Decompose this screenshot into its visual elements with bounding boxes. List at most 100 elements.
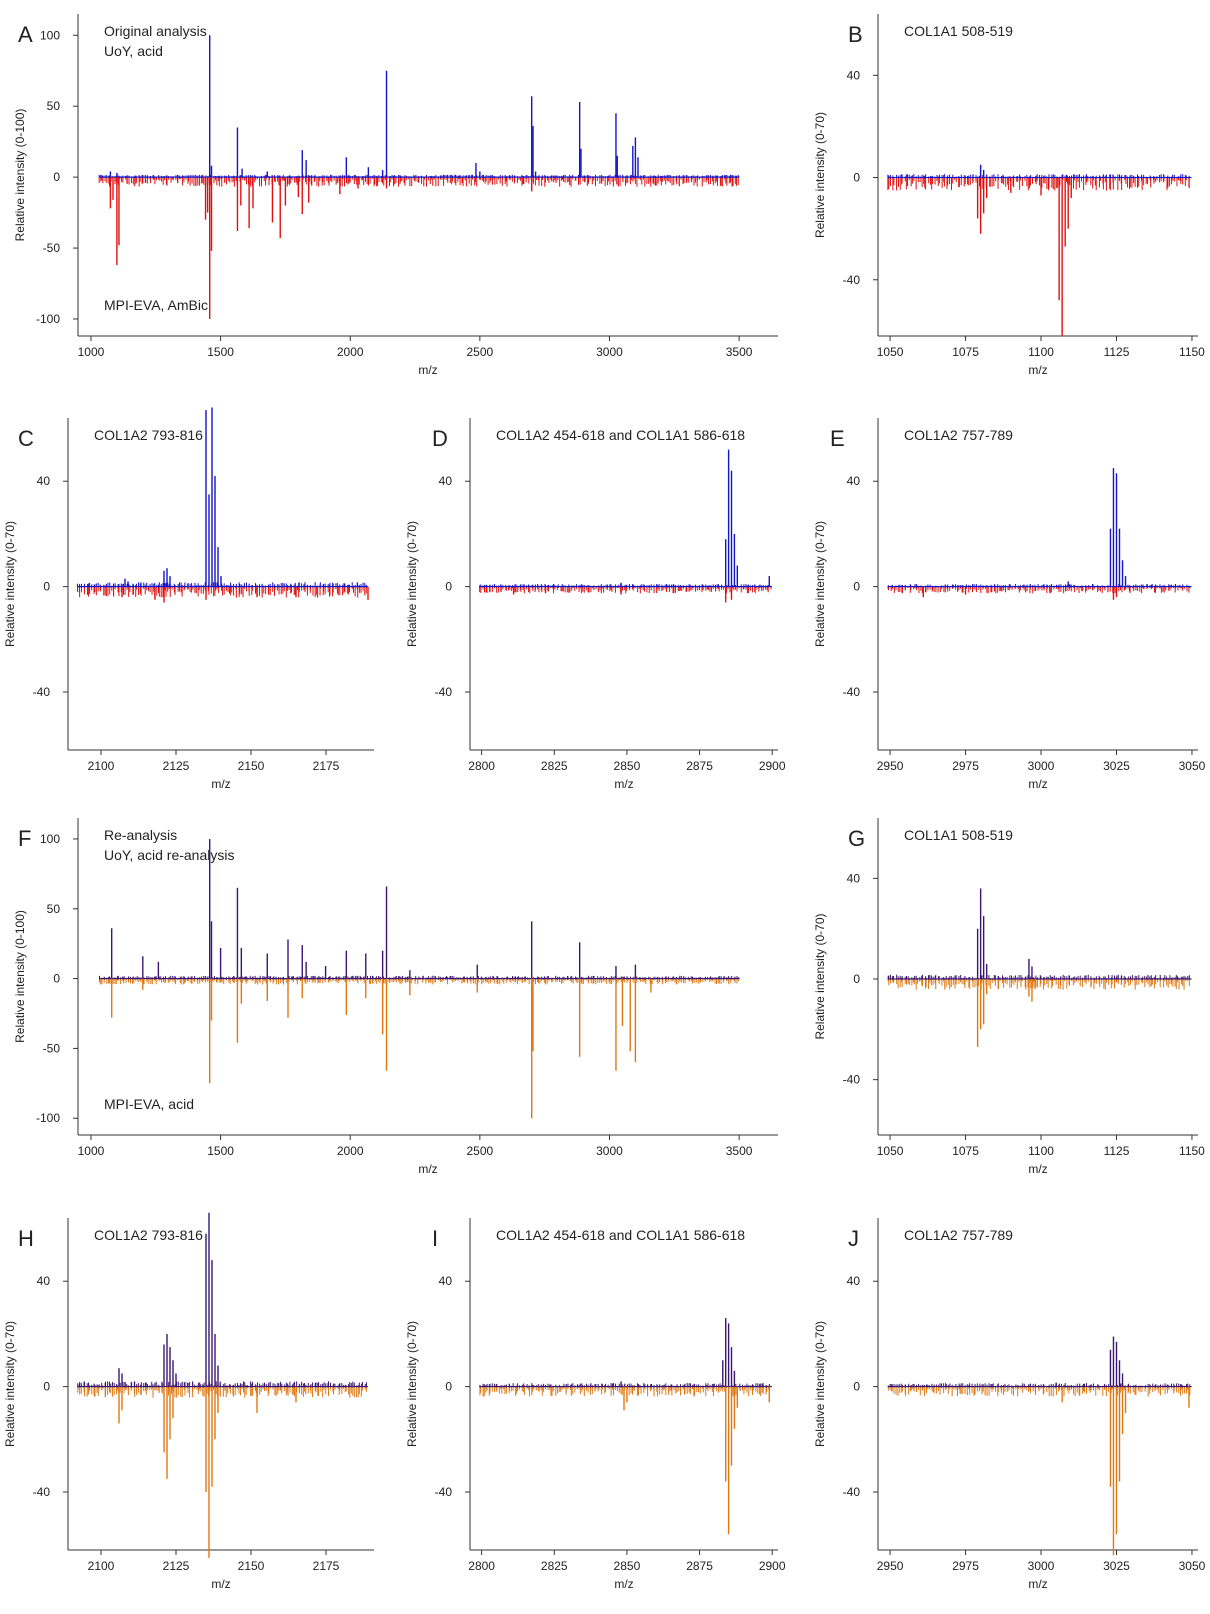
y-tick-label: 40 [37, 474, 51, 488]
x-tick-label: 3500 [726, 1144, 753, 1158]
series-lower [623, 1386, 770, 1535]
x-tick-label: 3025 [1103, 1559, 1130, 1573]
series-upper [620, 449, 770, 587]
panel-annotation: COL1A2 454-618 and COL1A1 586-618 [496, 427, 745, 443]
y-tick-label: 0 [853, 580, 860, 594]
x-tick-label: 2875 [686, 759, 713, 773]
x-tick-label: 3000 [596, 345, 623, 359]
baseline-noise-lower [98, 177, 739, 187]
series-lower [111, 978, 652, 1119]
x-tick-label: 3050 [1179, 759, 1206, 773]
x-tick-label: 1000 [78, 1144, 105, 1158]
baseline-noise-lower [887, 1386, 1191, 1397]
series-upper [118, 1212, 219, 1387]
x-axis-label: m/z [418, 1162, 437, 1176]
x-tick-label: 1125 [1104, 1144, 1130, 1158]
panel-letter: C [18, 426, 34, 451]
panel-annotation: COL1A2 793-816 [94, 1227, 203, 1243]
x-tick-label: 2000 [337, 1144, 364, 1158]
panel-annotation: UoY, acid [104, 43, 163, 59]
x-tick-label: 1075 [952, 1144, 979, 1158]
panel-C: 2100 2125 2150 2175 -40 0 40 m/z Relative intens… [3, 407, 374, 791]
panel-letter: G [848, 826, 865, 851]
x-tick-label: 2000 [337, 345, 364, 359]
y-tick-label: 40 [37, 1274, 51, 1288]
series-lower [922, 586, 1118, 600]
panel-D: 2800 2825 2850 2875 2900 -40 0 40 m/z Relative in… [405, 418, 786, 791]
panel-G: 1050 1075 1100 1125 1150 -40 0 40 m/z Relative in… [813, 818, 1205, 1176]
panel-E: 2950 2975 3000 3025 3050 -40 0 40 m/z Relative in… [813, 418, 1206, 791]
x-axis-label: m/z [1028, 777, 1047, 791]
baseline-noise-lower [887, 177, 1190, 191]
x-tick-label: 2825 [541, 759, 568, 773]
x-tick-label: 2500 [467, 345, 494, 359]
x-tick-label: 1100 [1028, 345, 1054, 359]
series-upper [979, 164, 985, 178]
y-tick-label: -40 [33, 685, 51, 699]
y-axis-label: Relative intensity (0-70) [813, 1321, 827, 1447]
x-tick-label: 2175 [313, 1559, 340, 1573]
x-axis-label: m/z [1028, 1162, 1047, 1176]
panel-I: 2800 2825 2850 2875 2900 -40 0 40 m/z Relative in… [405, 1218, 786, 1591]
y-axis-label: Relative intensity (0-70) [813, 521, 827, 647]
x-axis-label: m/z [211, 777, 230, 791]
series-upper [620, 1318, 736, 1387]
x-tick-label: 1000 [78, 345, 105, 359]
y-tick-label: 40 [847, 474, 861, 488]
y-axis-label: Relative intensity (0-70) [405, 521, 419, 647]
x-axis-label: m/z [418, 363, 437, 377]
x-tick-label: 1050 [877, 1144, 904, 1158]
y-tick-label: 100 [40, 28, 60, 42]
panel-letter: H [18, 1226, 34, 1251]
baseline-noise-lower [98, 978, 740, 985]
y-tick-label: -50 [43, 241, 61, 255]
y-tick-label: 0 [53, 972, 60, 986]
y-tick-label: 0 [853, 1380, 860, 1394]
x-tick-label: 2500 [467, 1144, 494, 1158]
x-tick-label: 1500 [207, 1144, 234, 1158]
x-tick-label: 1100 [1028, 1144, 1054, 1158]
x-tick-label: 1150 [1179, 345, 1205, 359]
panel-annotation: COL1A2 757-789 [904, 1227, 1013, 1243]
series-lower [976, 979, 1036, 1047]
x-tick-label: 2125 [163, 759, 190, 773]
x-tick-label: 2850 [614, 759, 641, 773]
panel-letter: I [432, 1226, 438, 1251]
baseline-noise-lower [887, 586, 1191, 594]
x-tick-label: 2800 [468, 759, 495, 773]
panel-A: 1000 1500 2000 2500 3000 3500 -100 -50 0 50 100 m/z… [13, 14, 778, 377]
y-tick-label: -100 [36, 312, 60, 326]
series-upper [976, 888, 1033, 980]
y-tick-label: 40 [847, 871, 861, 885]
y-tick-label: -40 [435, 685, 453, 699]
panel-H: 2100 2125 2150 2175 -40 0 40 m/z Relative intens… [3, 1212, 374, 1591]
y-tick-label: 50 [47, 99, 61, 113]
series-lower [118, 1386, 297, 1558]
x-axis-label: m/z [211, 1577, 230, 1591]
y-tick-label: 0 [445, 580, 452, 594]
y-axis-label: Relative intensity (0-100) [13, 109, 27, 242]
series-lower [121, 586, 369, 603]
x-tick-label: 2125 [163, 1559, 190, 1573]
x-tick-label: 2175 [313, 759, 340, 773]
panel-annotation: COL1A1 508-519 [904, 23, 1013, 39]
panel-F: 1000 1500 2000 2500 3000 3500 -100 -50 0 50 100 m/z… [13, 818, 778, 1176]
panel-annotation: UoY, acid re-analysis [104, 847, 234, 863]
x-tick-label: 2875 [686, 1559, 713, 1573]
y-tick-label: 40 [847, 1274, 861, 1288]
y-tick-label: 0 [445, 1380, 452, 1394]
panel-letter: D [432, 426, 448, 451]
panel-letter: B [848, 22, 863, 47]
x-tick-label: 3000 [1028, 759, 1055, 773]
x-tick-label: 1500 [207, 345, 234, 359]
y-tick-label: -40 [843, 1485, 861, 1499]
x-tick-label: 3025 [1103, 759, 1130, 773]
panel-annotation: COL1A2 454-618 and COL1A1 586-618 [496, 1227, 745, 1243]
x-tick-label: 2150 [238, 759, 265, 773]
series-upper [111, 838, 637, 979]
x-tick-label: 2950 [877, 759, 904, 773]
y-tick-label: 40 [439, 474, 453, 488]
y-axis-label: Relative intensity (0-70) [3, 1321, 17, 1447]
panel-letter: E [830, 426, 845, 451]
